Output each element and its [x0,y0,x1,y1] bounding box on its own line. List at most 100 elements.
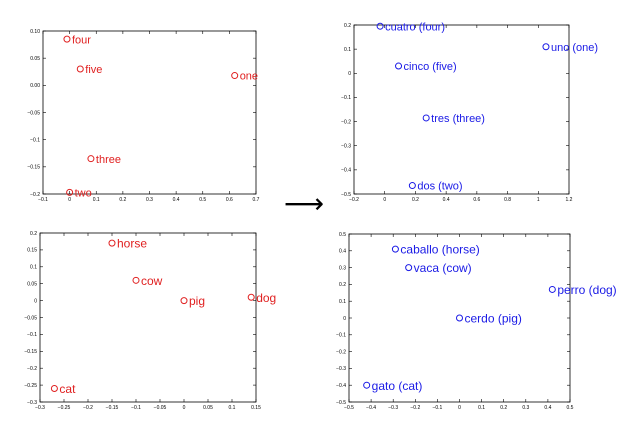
x-tick-label: 0.1 [229,405,236,411]
y-tick-label: −0.5 [341,192,351,198]
x-tick-label: 1 [537,197,540,203]
mapping-arrow: ⟶ [284,187,325,220]
y-tick-label: 0.5 [339,232,346,238]
y-tick-label: −0.15 [24,349,37,355]
point-marker [76,65,84,73]
y-tick-label: −0.1 [30,137,40,143]
point-label: tres (three) [431,113,485,125]
y-tick-label: −0.25 [24,383,37,389]
y-tick-label: 0.05 [27,282,37,288]
x-tick-label: 0 [383,197,386,203]
plot-frame [42,30,257,195]
point-label: cat [59,382,76,396]
point-marker [548,285,556,293]
point-marker [408,182,416,190]
y-tick-label: 0.2 [339,282,346,288]
point-label: cerdo (pig) [465,312,522,326]
y-tick-label: −0.2 [30,192,40,198]
y-tick-label: −0.3 [336,366,346,372]
y-tick-label: −0.1 [336,333,346,339]
x-tick-label: 0.4 [173,197,180,203]
point-marker [63,35,71,43]
point-marker [132,276,140,284]
y-tick-label: −0.3 [27,400,37,406]
point-label: dog [256,291,276,305]
x-tick-label: 0 [183,405,186,411]
x-tick-label: −0.25 [58,405,71,411]
point-label: one [240,71,258,83]
point-marker [66,188,74,196]
x-tick-label: 0.5 [567,405,574,411]
chart-2: −0.2 0 0.2 0.4 0.6 0.8 1 1.2 −0.5 −0.4 −0.3 −0.2 −0.… [341,21,598,203]
point-label: gato (cat) [372,379,423,393]
point-marker [422,114,430,122]
x-tick-label: 0.8 [504,197,511,203]
y-tick-label: 0.2 [344,23,351,29]
x-tick-label: 0.5 [199,197,206,203]
x-tick-label: 0 [68,197,71,203]
y-tick-label: 0 [34,298,37,304]
x-tick-label: −0.2 [349,197,359,203]
x-tick-label: 0.4 [443,197,450,203]
y-tick-label: −0.2 [27,366,37,372]
point-marker [180,297,188,305]
point-label: horse [117,237,147,251]
point-label: cuatro (four) [385,21,445,33]
plot-frame [39,232,257,403]
x-tick-label: 0.2 [500,405,507,411]
y-tick-label: −0.4 [341,168,351,174]
chart-4: −0.5 −0.4 −0.3 −0.2 −0.1 0 0.1 0.2 0.3 0.4 0.5 −0.5… [336,232,617,411]
chart-3: −0.3 −0.25 −0.2 −0.15 −0.1 −0.05 0 0.05 0.1 0.15 −… [24,231,276,411]
point-label: vaca (cow) [414,261,472,275]
point-marker [376,22,384,30]
point-marker [247,293,255,301]
point-marker [87,155,95,163]
y-tick-label: 0.3 [339,265,346,271]
y-tick-label: 0 [348,71,351,77]
point-marker [405,264,413,272]
y-tick-label: −0.1 [27,332,37,338]
point-marker [391,245,399,253]
x-tick-label: −0.5 [344,405,354,411]
point-label: uno (one) [551,42,598,54]
x-tick-label: −0.3 [35,405,45,411]
y-tick-label: 0.1 [344,47,351,53]
x-tick-label: −0.4 [366,405,376,411]
point-marker [395,62,403,70]
y-tick-label: 0.1 [339,299,346,305]
point-marker [542,43,550,51]
plot-frame [348,233,571,403]
y-tick-label: −0.1 [341,95,351,101]
x-tick-label: 0.3 [146,197,153,203]
x-tick-label: −0.2 [410,405,420,411]
point-label: cinco (five) [404,61,457,73]
x-tick-label: 1.2 [566,197,573,203]
x-tick-label: −0.05 [154,405,167,411]
point-label: five [85,64,102,76]
y-tick-label: 0 [343,316,346,322]
x-tick-label: 0.05 [203,405,213,411]
point-label: two [75,188,92,200]
point-marker [456,314,463,322]
point-label: three [96,154,121,166]
x-tick-label: −0.3 [388,405,398,411]
y-tick-label: 0.1 [30,265,37,271]
chart-1: −0.1 0 0.1 0.2 0.3 0.4 0.5 0.6 0.7 −0.2 −0.15 −0.1 −… [27,29,259,203]
point-label: caballo (horse) [400,243,479,257]
y-tick-label: 0.10 [30,29,40,35]
y-tick-label: 0.15 [27,248,37,254]
y-tick-label: −0.4 [336,383,346,389]
x-tick-label: 0.6 [473,197,480,203]
x-tick-label: 0.4 [544,405,551,411]
y-tick-label: −0.15 [27,165,40,171]
y-tick-label: −0.5 [336,400,346,406]
x-tick-label: −0.2 [83,405,93,411]
point-marker [108,239,116,247]
y-tick-label: −0.05 [24,315,37,321]
x-tick-label: −0.15 [106,405,119,411]
y-tick-label: 0.05 [30,56,40,62]
y-tick-label: −0.3 [341,144,351,150]
x-tick-label: 0.15 [251,405,261,411]
y-tick-label: 0.00 [30,83,40,89]
